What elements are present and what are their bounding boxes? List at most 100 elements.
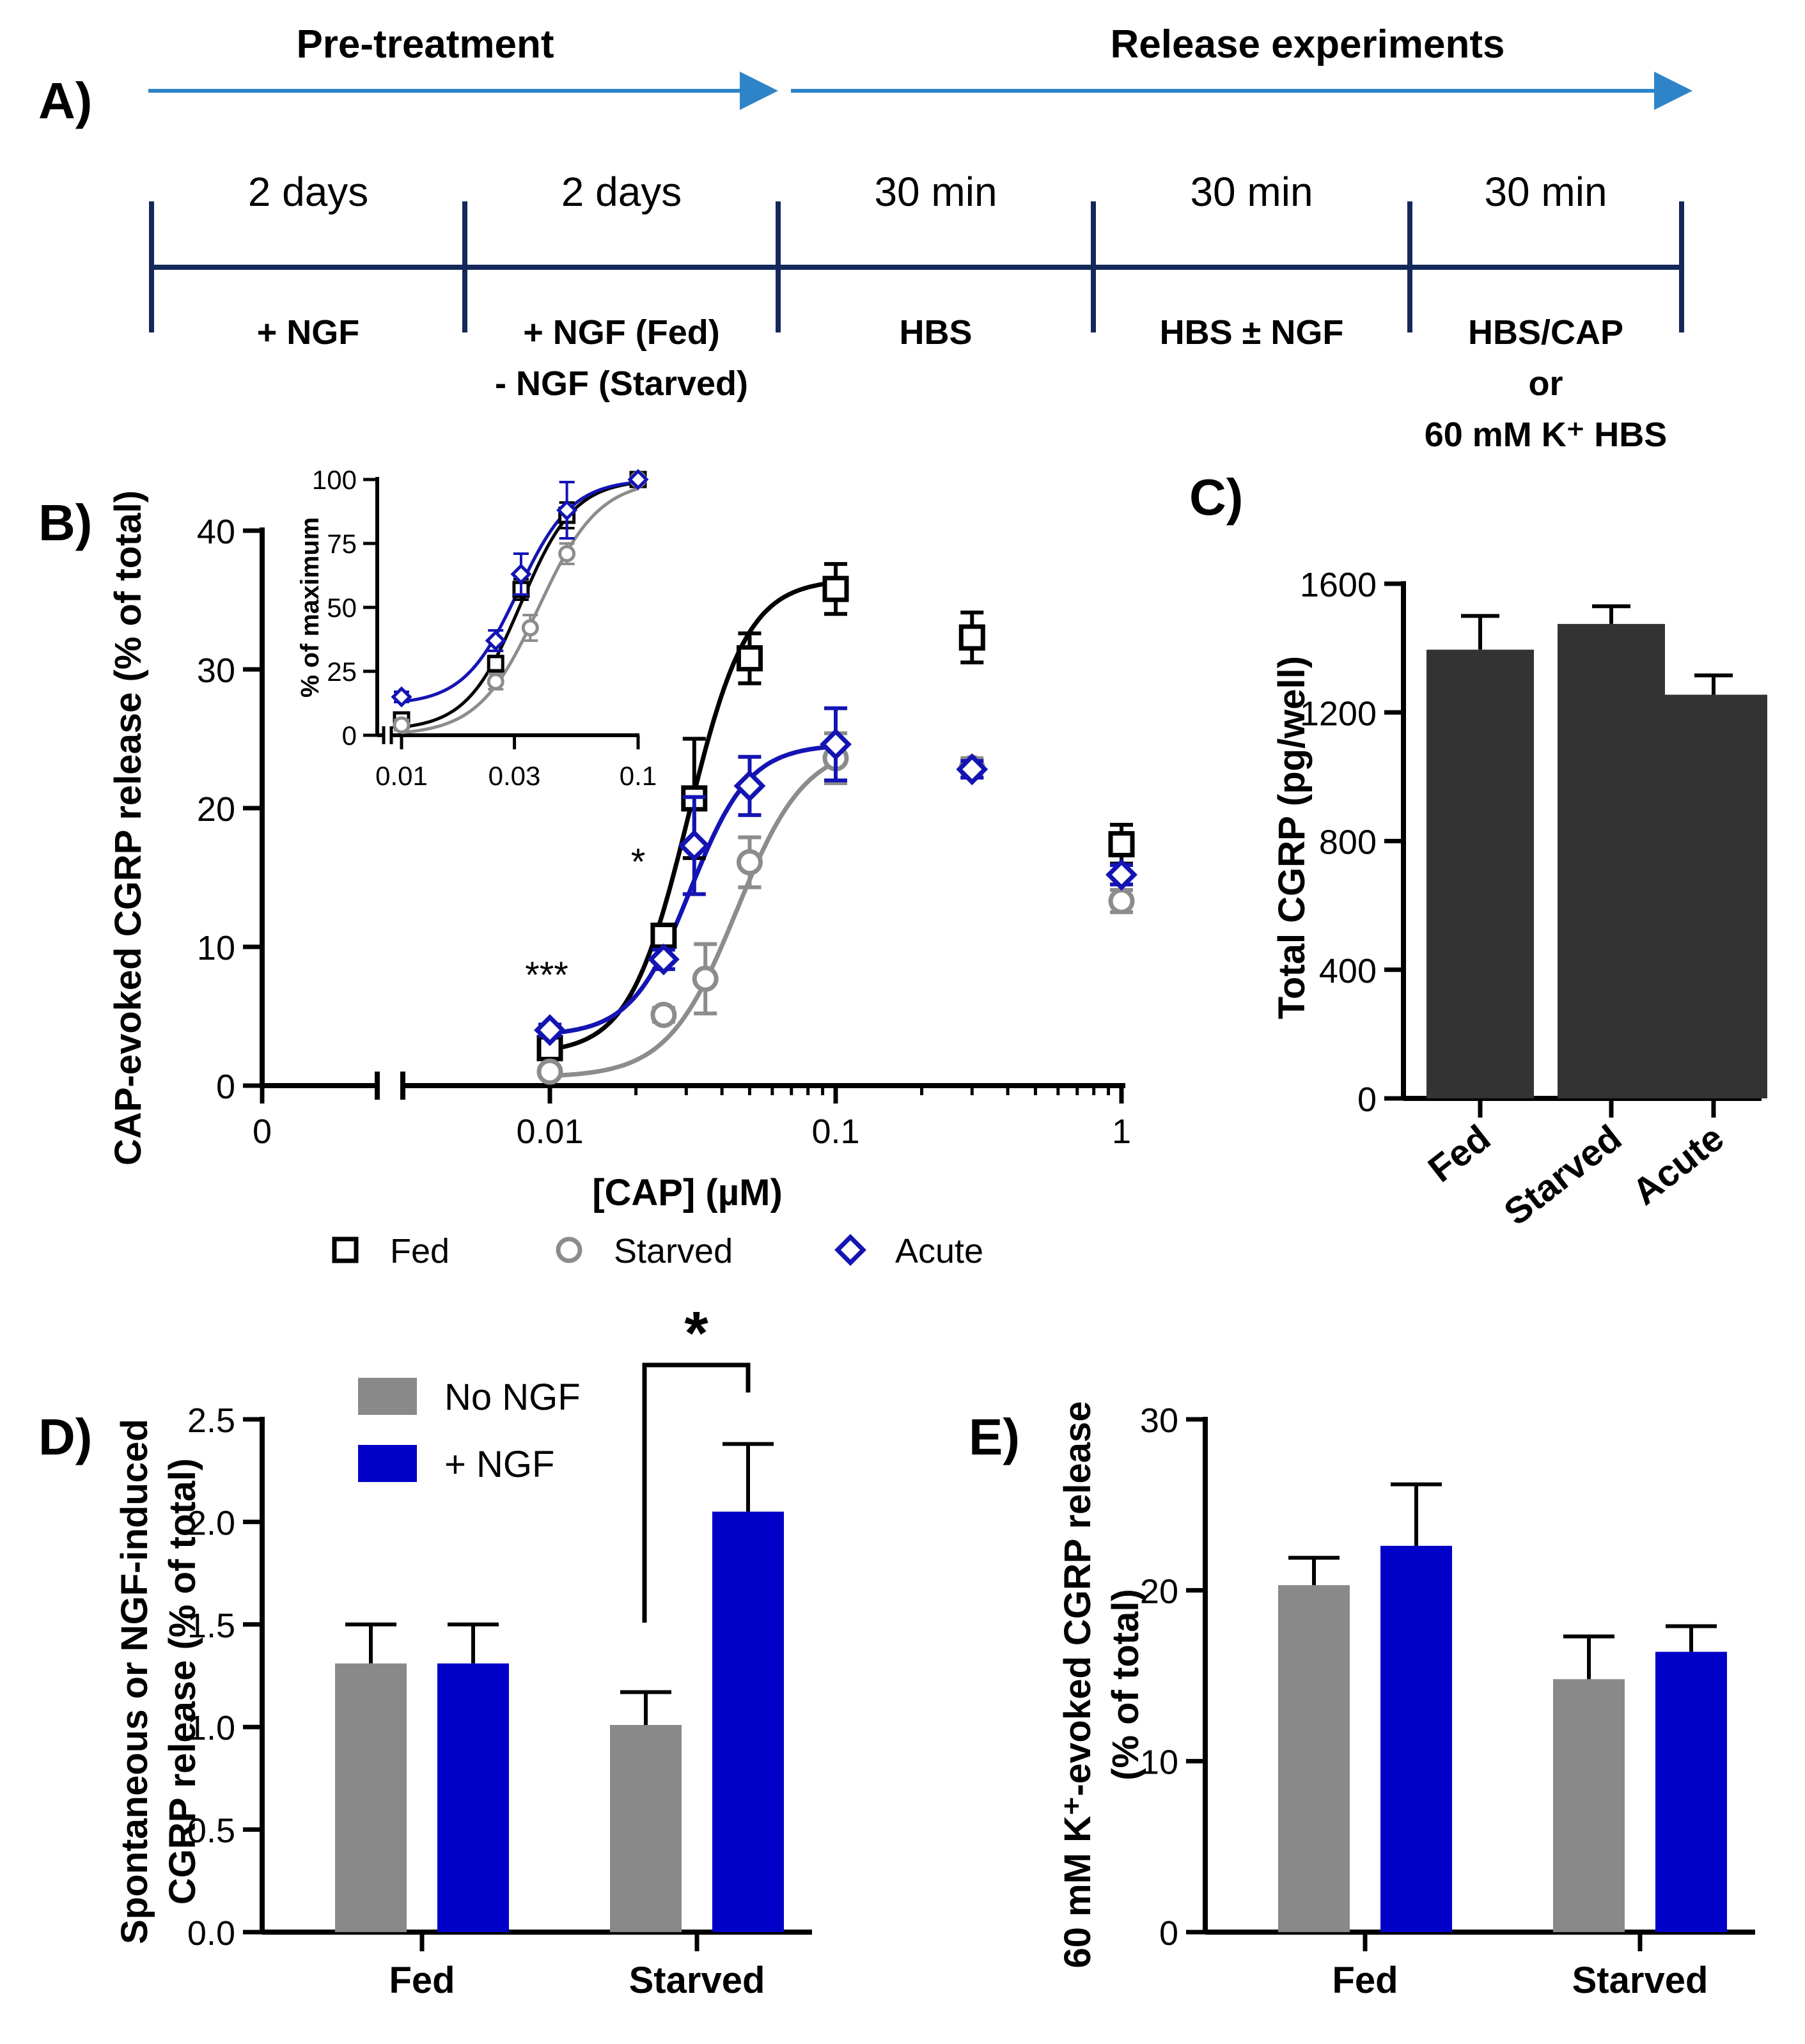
b-x-tick-label: 0.01 [516, 1112, 583, 1151]
inset-y-tick-label: 50 [327, 593, 357, 623]
category-label: Starved [1572, 1960, 1708, 2001]
panel-c-ylabel: Total CGRP (pg/well) [1271, 656, 1313, 1019]
significance-single-star: * [631, 841, 646, 883]
b-point-fed [958, 624, 985, 651]
y-tick-label: 1200 [1300, 694, 1377, 733]
b-y-tick-label: 0 [216, 1068, 235, 1106]
category-label: Fed [1332, 1960, 1398, 2001]
y-tick-label: 0 [1159, 1914, 1178, 1953]
b-point-starved [736, 849, 763, 876]
y-tick-label: 400 [1319, 952, 1377, 990]
inset-point-starved [521, 619, 539, 637]
inset-x-tick-label: 0.03 [488, 761, 541, 791]
significance-bracket [642, 1362, 751, 1623]
y-tick-label: 2.5 [187, 1401, 235, 1440]
segment-condition: - NGF (Starved) [495, 364, 748, 403]
inset-ylabel: % of maximum [296, 517, 324, 698]
panel-d-ngf-release: D) Spontaneous or NGF-induced CGRP relea… [38, 1299, 812, 2001]
b-y-tick-label: 30 [197, 651, 235, 690]
phase-pretreatment-label: Pre-treatment [296, 22, 554, 66]
b-point-acute [647, 943, 680, 976]
legend-label: Acute [895, 1232, 983, 1270]
panel-b-label: B) [38, 494, 92, 551]
b-point-starved [1108, 887, 1135, 914]
panel-e-potassium-release: E) 60 mM K⁺-evoked CGRP release (% of to… [969, 1401, 1755, 2001]
legend-swatch-no-ngf [358, 1378, 417, 1415]
segment-duration: 30 min [1190, 169, 1313, 215]
b-point-acute [1106, 859, 1137, 891]
inset-point-fed [487, 655, 504, 673]
y-tick-label: 1600 [1300, 566, 1377, 604]
inset-point-acute [485, 630, 506, 651]
y-tick-label: 30 [1140, 1401, 1178, 1440]
b-point-starved [650, 1001, 677, 1028]
bar [610, 1724, 682, 1932]
segment-condition: + NGF [257, 313, 360, 352]
category-label: Fed [1421, 1117, 1498, 1190]
segment-duration: 30 min [874, 169, 997, 215]
inset-y-tick-label: 0 [342, 721, 357, 751]
b-x-tick-label: 0.1 [811, 1112, 859, 1151]
b-y-tick-label: 10 [197, 929, 235, 967]
b-fit-curve-starved [549, 760, 837, 1079]
segment-condition: HBS [899, 313, 972, 352]
inset-point-acute [510, 563, 532, 585]
inset-point-acute [627, 469, 649, 490]
panel-d-ylabel-line1: Spontaneous or NGF-induced [114, 1419, 155, 1944]
b-point-acute [534, 1014, 566, 1047]
inset-y-tick-label: 100 [312, 465, 357, 495]
phase-release-label: Release experiments [1111, 22, 1505, 66]
b-y-tick-label: 40 [197, 513, 235, 551]
significance-star: * [684, 1299, 708, 1368]
inset-y-tick-label: 75 [327, 529, 357, 559]
b-x-tick-label: 1 [1112, 1112, 1131, 1151]
y-tick-label: 800 [1319, 823, 1377, 862]
y-tick-label: 0.0 [187, 1914, 235, 1953]
panel-e-ylabel-line1: 60 mM K⁺-evoked CGRP release [1057, 1401, 1098, 1968]
category-label: Acute [1625, 1117, 1731, 1213]
inset-x-tick-label: 0.01 [375, 761, 428, 791]
legend-marker-fed [332, 1237, 359, 1263]
significance-triple-star: *** [525, 955, 568, 996]
bar [1426, 650, 1534, 1098]
category-label: Fed [389, 1960, 455, 2001]
y-tick-label: 0.5 [187, 1812, 235, 1850]
b-point-fed [736, 645, 763, 672]
b-point-fed [1108, 831, 1135, 857]
panel-b-xlabel: [CAP] (µM) [592, 1172, 783, 1213]
category-label: Starved [1496, 1117, 1629, 1233]
y-tick-label: 10 [1140, 1744, 1178, 1782]
panel-d-ylabel-line2: CGRP release (% of total) [162, 1458, 203, 1905]
b-point-acute [733, 770, 766, 802]
bar [437, 1663, 509, 1932]
inset-point-starved [558, 545, 576, 563]
y-tick-label: 1.0 [187, 1709, 235, 1747]
bar [1553, 1679, 1625, 1932]
panel-c-label: C) [1189, 469, 1243, 526]
inset-fit-curve-starved [401, 487, 639, 735]
category-label: Starved [629, 1960, 765, 2001]
segment-duration: 30 min [1484, 169, 1607, 215]
segment-condition: or [1529, 364, 1563, 403]
bar [1380, 1545, 1452, 1932]
segment-condition: + NGF (Fed) [523, 313, 720, 352]
legend-marker-starved [556, 1237, 582, 1263]
b-point-acute [820, 728, 852, 761]
bar [1655, 1651, 1727, 1932]
b-point-acute [678, 829, 710, 862]
legend-label: Starved [614, 1232, 733, 1270]
b-point-fed [650, 923, 677, 949]
inset-point-starved [487, 673, 504, 690]
segment-duration: 2 days [561, 169, 682, 215]
legend-swatch-ngf [358, 1445, 417, 1482]
inset-point-acute [556, 499, 578, 521]
y-tick-label: 0 [1357, 1081, 1377, 1119]
panel-a-label: A) [38, 72, 92, 129]
inset-point-acute [391, 686, 412, 708]
inset-y-tick-label: 25 [327, 657, 357, 687]
legend-label: No NGF [444, 1377, 581, 1418]
legend-label: + NGF [444, 1444, 554, 1485]
panel-c-total-cgrp: C) Total CGRP (pg/well) 0 400 800 1200 1600 F… [1189, 469, 1767, 1233]
bar [335, 1663, 407, 1932]
